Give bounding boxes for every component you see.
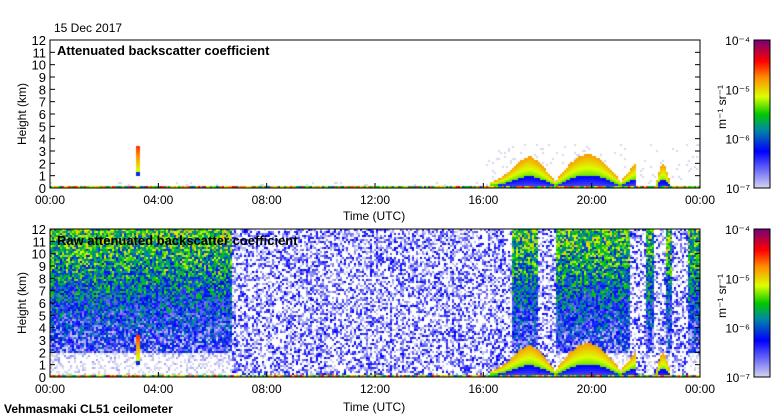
y-tick-label: 3 — [39, 144, 46, 159]
colorbar-tick-label: 10⁻⁷ — [726, 182, 750, 196]
x-tick-label: 16:00 — [468, 382, 498, 396]
x-tick-label: 16:00 — [468, 193, 498, 207]
y-tick-label: 4 — [39, 321, 46, 336]
plot-frame — [49, 39, 701, 189]
y-tick-label: 7 — [39, 95, 46, 110]
y-tick-label: 0 — [39, 370, 46, 385]
x-tick-label: 04:00 — [143, 382, 173, 396]
y-tick-label: 12 — [32, 222, 46, 237]
instrument-footer: Vehmasmaki CL51 ceilometer — [4, 402, 173, 416]
y-tick-label: 2 — [39, 345, 46, 360]
x-tick-label: 12:00 — [360, 382, 390, 396]
colorbar-frame — [753, 228, 771, 378]
x-tick-label: 20:00 — [577, 382, 607, 396]
y-tick-label: 0 — [39, 181, 46, 196]
x-tick-label: 20:00 — [577, 193, 607, 207]
y-tick-label: 11 — [33, 45, 47, 60]
colorbar-unit-top: m⁻¹ sr⁻¹ — [715, 85, 729, 129]
colorbar-tick-label: 10⁻⁴ — [725, 223, 750, 237]
colorbar-tick-label: 10⁻⁵ — [725, 83, 750, 97]
colorbar-tick-label: 10⁻⁴ — [725, 34, 750, 48]
y-tick-label: 10 — [32, 58, 46, 73]
colorbar-tick-label: 10⁻⁵ — [725, 272, 750, 286]
ylabel-bottom: Height (km) — [15, 271, 30, 335]
y-tick-label: 9 — [39, 259, 46, 274]
y-tick-label: 6 — [39, 296, 46, 311]
x-tick-label: 00:00 — [35, 193, 65, 207]
xlabel-top: Time (UTC) — [343, 209, 406, 223]
colorbar-tick-label: 10⁻⁷ — [726, 371, 750, 385]
x-tick-label: 12:00 — [360, 193, 390, 207]
y-tick-label: 8 — [39, 271, 46, 286]
x-tick-label: 08:00 — [252, 382, 282, 396]
y-tick-label: 5 — [39, 119, 46, 134]
y-tick-label: 12 — [32, 33, 46, 48]
xlabel-bottom: Time (UTC) — [343, 400, 406, 414]
y-tick-label: 11 — [33, 234, 47, 249]
y-tick-label: 4 — [39, 132, 46, 147]
y-tick-label: 3 — [39, 333, 46, 348]
y-tick-label: 6 — [39, 107, 46, 122]
x-tick-label: 00:00 — [35, 382, 65, 396]
y-tick-label: 2 — [39, 156, 46, 171]
panel-title-top: Attenuated backscatter coefficient — [57, 43, 270, 58]
backscatter-heatmap-bottom — [50, 229, 700, 377]
colorbar-tick-label: 10⁻⁶ — [725, 133, 750, 147]
x-tick-label: 04:00 — [143, 193, 173, 207]
colorbar-frame — [753, 39, 771, 189]
y-tick-label: 9 — [39, 70, 46, 85]
x-tick-label: 08:00 — [252, 193, 282, 207]
x-tick-label: 00:00 — [685, 193, 715, 207]
colorbar-unit-bottom: m⁻¹ sr⁻¹ — [715, 274, 729, 318]
y-tick-label: 8 — [39, 82, 46, 97]
y-tick-label: 1 — [39, 358, 46, 373]
x-tick-label: 00:00 — [685, 382, 715, 396]
y-tick-label: 7 — [39, 284, 46, 299]
panel-title-bottom: Raw attenuated backscatter coefficient — [57, 233, 298, 248]
y-tick-label: 10 — [32, 247, 46, 262]
colorbar-tick-label: 10⁻⁶ — [725, 322, 750, 336]
date-label: 15 Dec 2017 — [54, 21, 123, 35]
colorbar-bottom — [754, 229, 770, 377]
y-tick-label: 5 — [39, 308, 46, 323]
backscatter-heatmap-top — [50, 40, 700, 188]
plot-frame — [49, 228, 701, 378]
colorbar-top — [754, 40, 770, 188]
ylabel-top: Height (km) — [15, 82, 30, 146]
y-tick-label: 1 — [39, 169, 46, 184]
